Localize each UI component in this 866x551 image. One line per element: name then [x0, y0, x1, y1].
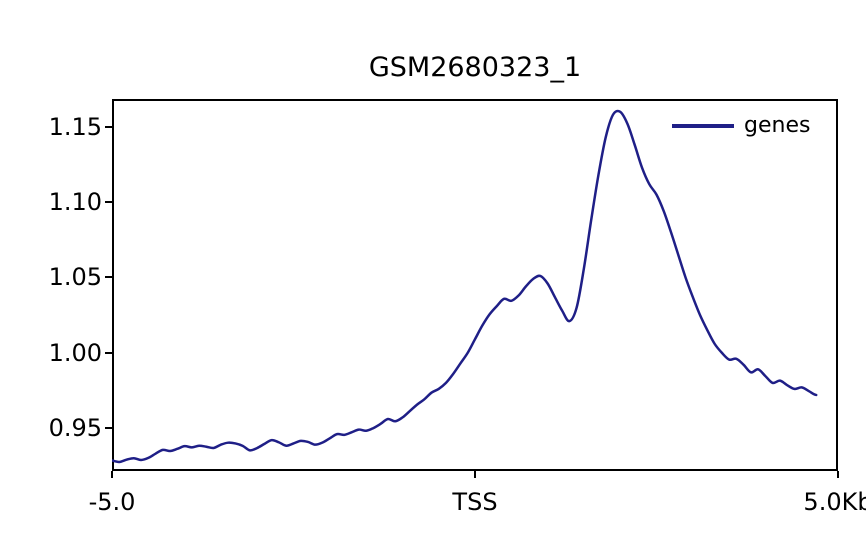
x-axis-tick-labels: -5.0 TSS 5.0Kb [89, 478, 866, 518]
y-axis-tick-mark [105, 351, 112, 354]
x-axis-tick-mark [837, 471, 839, 478]
curve-path-genes [112, 109, 818, 464]
x-axis-tick-label: TSS [452, 488, 498, 516]
chart-title: GSM2680323_1 [368, 52, 582, 83]
legend: genes [672, 113, 810, 138]
x-axis-tick-label: -5.0 [88, 488, 136, 516]
legend-line-swatch [672, 123, 734, 128]
y-axis-tick-label: 0.95 [48, 414, 102, 443]
y-axis-tick-label: 1.10 [48, 188, 102, 217]
plot-area [112, 99, 838, 471]
x-axis-tick-marks [111, 471, 839, 478]
y-axis-tick-mark [105, 201, 112, 204]
y-axis-tick-mark [105, 125, 112, 128]
y-axis-tick-label: 1.15 [48, 112, 102, 141]
x-axis-tick-label: 5.0Kb [803, 488, 866, 516]
y-axis-tick-mark [105, 276, 112, 279]
line-series-genes [112, 109, 818, 464]
x-axis-tick-mark [111, 471, 113, 478]
y-axis-tick-label: 1.00 [48, 338, 102, 367]
x-axis-tick-mark [474, 471, 476, 478]
y-axis-tick-marks [105, 99, 112, 471]
y-axis-tick-mark [105, 427, 112, 430]
y-axis-tick-label: 1.05 [48, 263, 102, 292]
legend-label-genes: genes [744, 113, 811, 138]
y-axis-tick-labels: 0.95 1.00 1.05 1.10 1.15 [14, 99, 102, 471]
plot-frame [112, 99, 838, 471]
